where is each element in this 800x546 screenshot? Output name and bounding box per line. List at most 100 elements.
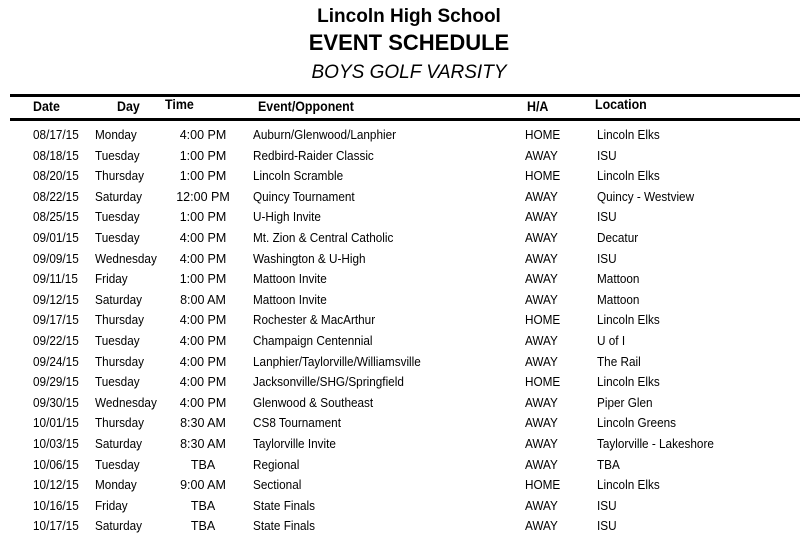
table-row: 08/22/15 Saturday 12:00 PM Quincy Tournamen… — [0, 190, 800, 210]
home-away-cell: AWAY — [525, 457, 558, 472]
day-cell: Wednesday — [95, 395, 157, 410]
column-header-date: Date — [33, 99, 60, 114]
table-row: 10/12/15 Monday 9:00 AM Sectional HOME Lincol… — [0, 478, 800, 498]
day-cell: Tuesday — [95, 231, 140, 245]
event-cell: State Finals — [253, 498, 316, 513]
day-cell: Saturday — [95, 437, 143, 451]
time-cell: 4:00 PM — [179, 251, 227, 266]
location-cell: ISU — [597, 148, 617, 163]
date-cell: 08/20/15 — [33, 169, 79, 184]
location-cell: Mattoon — [597, 292, 640, 307]
event-cell: State Finals — [253, 519, 316, 534]
day-cell: Wednesday — [95, 251, 157, 266]
location-cell: Lincoln Greens — [597, 416, 677, 431]
event-cell: Sectional — [253, 478, 302, 493]
location-cell: Lincoln Elks — [597, 128, 660, 142]
table-row: 09/01/15 Tuesday 4:00 PM Mt. Zion & Central… — [0, 231, 800, 251]
home-away-cell: HOME — [525, 128, 561, 142]
time-cell: 12:00 PM — [176, 189, 230, 204]
home-away-cell: AWAY — [525, 498, 558, 513]
location-cell: Lincoln Elks — [597, 375, 660, 390]
event-cell: Mt. Zion & Central Catholic — [253, 231, 394, 245]
page-title: EVENT SCHEDULE — [308, 30, 510, 55]
date-cell: 09/24/15 — [33, 354, 79, 369]
date-cell: 09/12/15 — [33, 292, 79, 307]
home-away-cell: AWAY — [525, 189, 558, 204]
time-cell: 4:00 PM — [179, 231, 227, 245]
day-cell: Friday — [95, 498, 128, 513]
table-row: 08/20/15 Thursday 1:00 PM Lincoln Scramble H… — [0, 169, 800, 189]
location-cell: ISU — [597, 519, 617, 534]
table-row: 10/01/15 Thursday 8:30 AM CS8 Tournament AWA… — [0, 416, 800, 436]
home-away-cell: AWAY — [525, 416, 558, 431]
column-header-time: Time — [165, 97, 194, 112]
table-row: 10/17/15 Saturday TBA State Finals AWAY ISU — [0, 519, 800, 539]
event-cell: Jacksonville/SHG/Springfield — [253, 375, 404, 390]
date-cell: 10/01/15 — [33, 416, 79, 431]
date-cell: 10/06/15 — [33, 457, 79, 472]
home-away-cell: AWAY — [525, 395, 558, 410]
table-row: 10/03/15 Saturday 8:30 AM Taylorville Invit… — [0, 437, 800, 457]
home-away-cell: AWAY — [525, 272, 558, 287]
table-row: 09/12/15 Saturday 8:00 AM Mattoon Invite AWA… — [0, 293, 800, 313]
day-cell: Tuesday — [95, 148, 140, 163]
location-cell: ISU — [597, 251, 617, 266]
location-cell: U of I — [597, 334, 626, 348]
day-cell: Saturday — [95, 519, 143, 534]
table-row: 09/30/15 Wednesday 4:00 PM Glenwood & South… — [0, 396, 800, 416]
column-header-location: Location — [595, 97, 647, 112]
home-away-cell: AWAY — [525, 210, 558, 225]
event-cell: CS8 Tournament — [253, 416, 341, 431]
day-cell: Saturday — [95, 292, 143, 307]
day-cell: Saturday — [95, 189, 143, 204]
date-cell: 10/16/15 — [33, 498, 79, 513]
home-away-cell: AWAY — [525, 354, 558, 369]
column-header-event: Event/Opponent — [258, 99, 354, 114]
date-cell: 09/09/15 — [33, 251, 79, 266]
location-cell: Lincoln Elks — [597, 169, 660, 184]
day-cell: Tuesday — [95, 457, 140, 472]
school-name: Lincoln High School — [317, 6, 501, 27]
time-cell: TBA — [190, 519, 216, 534]
time-cell: TBA — [190, 457, 216, 472]
event-cell: U-High Invite — [253, 210, 321, 225]
header-top-rule — [10, 94, 800, 97]
table-row: 09/09/15 Wednesday 4:00 PM Washington & U-H… — [0, 252, 800, 272]
time-cell: 8:30 AM — [180, 437, 226, 451]
location-cell: ISU — [597, 210, 617, 225]
time-cell: 4:00 PM — [179, 395, 227, 410]
home-away-cell: AWAY — [525, 437, 558, 451]
date-cell: 09/29/15 — [33, 375, 79, 390]
event-cell: Lanphier/Taylorville/Williamsville — [253, 354, 421, 369]
time-cell: 4:00 PM — [179, 334, 227, 348]
location-cell: Taylorville - Lakeshore — [597, 437, 714, 451]
event-cell: Rochester & MacArthur — [253, 313, 376, 328]
date-cell: 09/17/15 — [33, 313, 79, 328]
column-header-ha: H/A — [527, 99, 549, 114]
home-away-cell: AWAY — [525, 231, 558, 245]
home-away-cell: HOME — [525, 478, 561, 493]
event-cell: Taylorville Invite — [253, 437, 336, 451]
location-cell: ISU — [597, 498, 617, 513]
date-cell: 09/01/15 — [33, 231, 79, 245]
event-cell: Glenwood & Southeast — [253, 395, 374, 410]
event-cell: Mattoon Invite — [253, 292, 327, 307]
time-cell: 9:00 AM — [180, 478, 226, 493]
date-cell: 09/11/15 — [33, 272, 78, 287]
table-row: 09/22/15 Tuesday 4:00 PM Champaign Centenni… — [0, 334, 800, 354]
day-cell: Thursday — [95, 169, 144, 184]
location-cell: Mattoon — [597, 272, 640, 287]
location-cell: Quincy - Westview — [597, 189, 695, 204]
table-row: 08/25/15 Tuesday 1:00 PM U-High Invite AWAY I… — [0, 210, 800, 230]
location-cell: Decatur — [597, 231, 639, 245]
event-cell: Washington & U-High — [253, 251, 366, 266]
time-cell: 8:00 AM — [180, 292, 226, 307]
date-cell: 10/12/15 — [33, 478, 79, 493]
day-cell: Tuesday — [95, 210, 140, 225]
date-cell: 10/17/15 — [33, 519, 79, 534]
location-cell: Piper Glen — [597, 395, 653, 410]
day-cell: Friday — [95, 272, 128, 287]
location-cell: TBA — [597, 457, 620, 472]
table-row: 10/06/15 Tuesday TBA Regional AWAY TBA — [0, 458, 800, 478]
day-cell: Thursday — [95, 313, 144, 328]
